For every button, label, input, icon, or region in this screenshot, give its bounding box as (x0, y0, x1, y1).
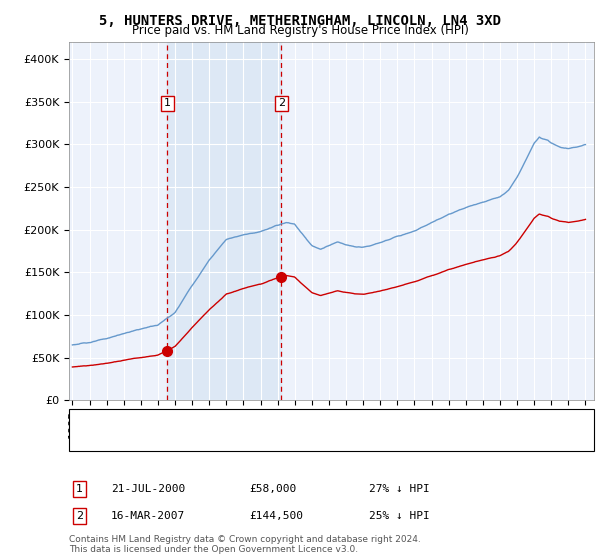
Text: 27% ↓ HPI: 27% ↓ HPI (369, 484, 430, 494)
Text: 1: 1 (164, 99, 171, 109)
Text: HPI: Average price, detached house, North Kesteven: HPI: Average price, detached house, Nort… (120, 435, 393, 445)
Text: ———: ——— (84, 414, 122, 427)
Text: £144,500: £144,500 (249, 511, 303, 521)
Text: 5, HUNTERS DRIVE, METHERINGHAM, LINCOLN, LN4 3XD (detached house): 5, HUNTERS DRIVE, METHERINGHAM, LINCOLN,… (120, 416, 509, 426)
Text: 25% ↓ HPI: 25% ↓ HPI (369, 511, 430, 521)
Text: 1: 1 (76, 484, 83, 494)
Bar (167, 42, 281, 400)
Text: 5, HUNTERS DRIVE, METHERINGHAM, LINCOLN, LN4 3XD: 5, HUNTERS DRIVE, METHERINGHAM, LINCOLN,… (99, 14, 501, 28)
Text: Contains HM Land Registry data © Crown copyright and database right 2024.
This d: Contains HM Land Registry data © Crown c… (69, 535, 421, 554)
Text: 21-JUL-2000: 21-JUL-2000 (111, 484, 185, 494)
Text: ———: ——— (84, 434, 122, 447)
Text: 16-MAR-2007: 16-MAR-2007 (111, 511, 185, 521)
Text: Price paid vs. HM Land Registry's House Price Index (HPI): Price paid vs. HM Land Registry's House … (131, 24, 469, 37)
Text: £58,000: £58,000 (249, 484, 296, 494)
Text: 2: 2 (278, 99, 285, 109)
Text: 2: 2 (76, 511, 83, 521)
